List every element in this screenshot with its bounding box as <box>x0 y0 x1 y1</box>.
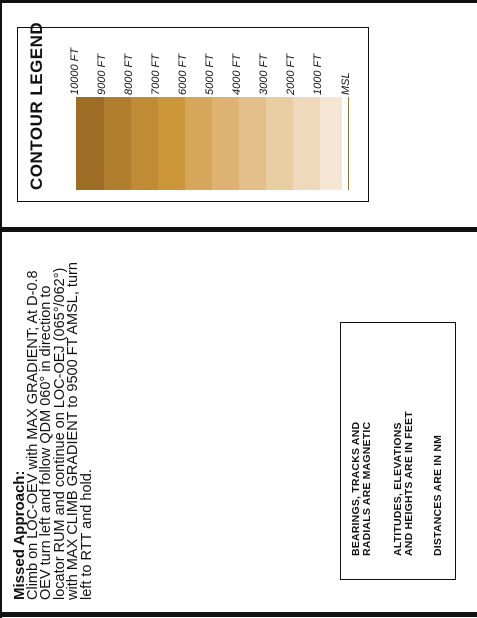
contour-label-8000: 8000 FT <box>123 54 135 95</box>
contour-swatch-6000 <box>185 97 212 190</box>
contour-label-9000: 9000 FT <box>96 54 108 95</box>
contour-swatch-10000 <box>76 97 104 190</box>
left-border <box>0 0 2 618</box>
chart-notes-box <box>340 322 456 580</box>
contour-label-4000: 4000 FT <box>231 54 243 95</box>
note-altitudes-line1: ALTITUDES, ELEVATIONS <box>392 422 404 556</box>
contour-swatch-5000 <box>212 97 239 190</box>
section-divider <box>0 227 477 232</box>
contour-swatch-4000 <box>239 97 266 190</box>
contour-label-3000: 3000 FT <box>258 54 270 95</box>
contour-swatch-2000 <box>293 97 320 190</box>
note-altitudes-line2: AND HEIGHTS ARE IN FEET <box>403 411 415 556</box>
contour-label-msl: MSL <box>340 72 352 95</box>
contour-swatch-7000 <box>158 97 185 190</box>
contour-legend-box <box>17 27 369 202</box>
contour-swatch-9000 <box>104 97 131 190</box>
note-distances: DISTANCES ARE IN NM <box>432 434 444 556</box>
contour-label-10000: 10000 FT <box>69 47 81 95</box>
note-bearings-line2: RADIALS ARE MAGNETIC <box>361 421 373 556</box>
contour-legend-title: CONTOUR LEGEND <box>27 21 46 190</box>
msl-line <box>348 97 349 190</box>
contour-swatch-3000 <box>266 97 293 190</box>
contour-label-7000: 7000 FT <box>150 54 162 95</box>
contour-label-6000: 6000 FT <box>177 54 189 95</box>
missed-approach-block: Missed Approach: Climb on LOC-OEV with M… <box>11 240 95 600</box>
contour-label-1000: 1000 FT <box>312 54 324 95</box>
note-bearings-line1: BEARINGS, TRACKS AND <box>350 421 362 556</box>
contour-swatch-8000 <box>131 97 158 190</box>
contour-label-2000: 2000 FT <box>285 54 297 95</box>
bottom-border <box>0 612 477 617</box>
contour-label-5000: 5000 FT <box>204 54 216 95</box>
top-border <box>0 0 477 3</box>
missed-approach-text: Climb on LOC-OEV with MAX GRADIENT; At D… <box>24 262 95 600</box>
contour-swatch-1000 <box>320 97 342 190</box>
